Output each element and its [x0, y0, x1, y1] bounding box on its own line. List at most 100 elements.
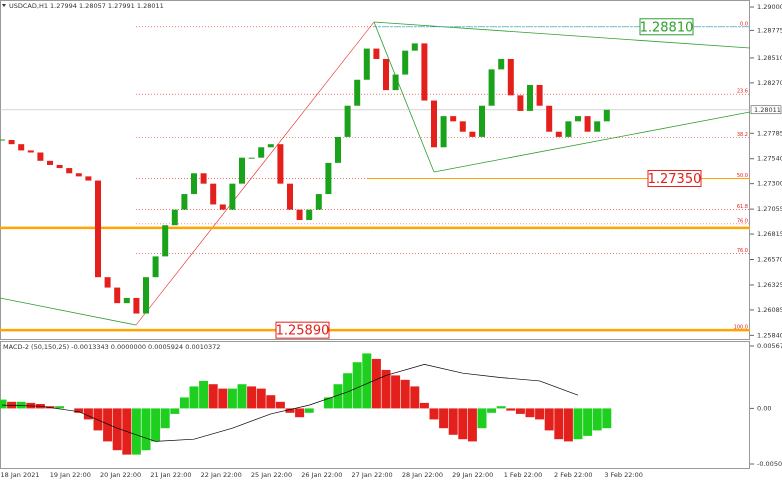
level-label: 1.28810	[640, 20, 694, 35]
y-tick-label: 1.27300	[757, 180, 782, 188]
histogram-bar	[189, 386, 199, 409]
triangle-line	[433, 111, 751, 173]
menu-arrow	[2, 4, 6, 7]
candle	[248, 157, 255, 159]
fib-label: 76.0	[737, 248, 748, 254]
level-box	[275, 321, 330, 339]
histogram-bar	[362, 353, 372, 409]
histogram-bar	[352, 362, 362, 409]
histogram-bar	[371, 358, 381, 409]
histogram-bar	[131, 408, 141, 455]
x-tick-label: 28 Jan 22:00	[402, 471, 443, 479]
histogram-bar	[429, 408, 439, 420]
candle	[344, 105, 351, 137]
x-tick-label: 20 Jan 22:00	[100, 471, 141, 479]
histogram-bar	[16, 401, 26, 409]
y-tick-label: -0.0050548	[757, 460, 782, 468]
x-tick-label: 26 Jan 22:00	[301, 471, 342, 479]
candle	[133, 297, 140, 314]
candle	[383, 58, 389, 91]
candle	[27, 150, 34, 153]
candle	[229, 183, 236, 210]
x-tick-label: 1 Feb 22:00	[504, 471, 543, 479]
x-tick-label: 22 Jan 22:00	[201, 471, 242, 479]
candle	[306, 209, 313, 221]
y-tick-label: 1.27055	[757, 205, 782, 213]
candle	[296, 209, 303, 221]
fib-label: 61.8	[737, 204, 748, 210]
candle	[325, 162, 332, 195]
histogram-bar	[199, 380, 209, 409]
candle	[8, 140, 15, 145]
y-tick-label: 1.29000	[757, 3, 782, 11]
histogram-bar	[583, 408, 593, 436]
triangle-line	[373, 21, 435, 173]
histogram-bar	[544, 408, 554, 431]
fib-label: 0.0	[740, 21, 748, 27]
candle	[488, 69, 495, 106]
level-label: 1.27350	[648, 172, 702, 187]
candle	[171, 209, 178, 226]
histogram-bar	[506, 408, 516, 411]
chart-title: USDCAD,H1 1.27994 1.28057 1.27991 1.2801…	[9, 2, 164, 10]
histogram-bar	[419, 402, 429, 409]
candle	[546, 105, 553, 132]
current-price-box	[750, 105, 782, 115]
histogram-bar	[275, 401, 285, 409]
histogram-bar	[439, 408, 449, 429]
x-tick-label: 25 Jan 22:00	[251, 471, 292, 479]
histogram-bar	[602, 408, 612, 429]
histogram-bar	[467, 408, 477, 442]
candle	[555, 131, 562, 137]
candle	[191, 173, 197, 195]
candle	[181, 194, 188, 210]
y-tick-label: 1.28510	[757, 54, 782, 62]
candle	[373, 48, 380, 59]
y-tick-label: 1.26325	[757, 281, 782, 289]
candle	[527, 84, 533, 111]
histogram-bar	[458, 408, 468, 440]
candle	[37, 152, 44, 161]
histogram-bar	[554, 408, 564, 440]
level-label: 1.25890	[276, 324, 330, 339]
candle	[603, 109, 610, 122]
candle	[402, 50, 409, 75]
histogram-bar	[170, 408, 180, 414]
candle	[584, 116, 591, 132]
histogram-bar	[112, 408, 122, 451]
price-frame	[0, 0, 750, 340]
histogram-bar	[323, 397, 333, 409]
y-tick-label: 1.26815	[757, 230, 782, 238]
candle	[315, 194, 322, 210]
candle	[277, 144, 284, 184]
candle	[18, 144, 25, 151]
y-tick-label: 0.00	[757, 404, 771, 412]
histogram-bar	[477, 408, 487, 429]
candle	[210, 183, 217, 205]
candle	[66, 168, 73, 174]
candle	[565, 121, 572, 137]
candle	[75, 173, 82, 177]
candle	[114, 287, 121, 304]
histogram-bar	[151, 408, 161, 442]
candle	[440, 116, 447, 148]
histogram-bar	[343, 373, 353, 409]
candle	[104, 277, 111, 288]
histogram-bar	[83, 408, 93, 420]
candle	[354, 79, 361, 106]
y-tick-label: 1.25840	[757, 331, 782, 339]
x-tick-label: 2 Feb 22:00	[554, 471, 593, 479]
candle	[200, 173, 207, 184]
histogram-bar	[400, 379, 410, 409]
current-price: 1.28011	[754, 106, 781, 114]
trend-line	[0, 297, 137, 326]
histogram-bar	[160, 408, 170, 429]
fib-label: 50.0	[737, 173, 748, 179]
candle	[287, 183, 293, 210]
x-tick-label: 3 Feb 22:00	[604, 471, 643, 479]
histogram-bar	[381, 369, 391, 409]
x-tick-label: 21 Jan 22:00	[150, 471, 191, 479]
candle	[85, 176, 92, 181]
candle	[143, 277, 149, 314]
